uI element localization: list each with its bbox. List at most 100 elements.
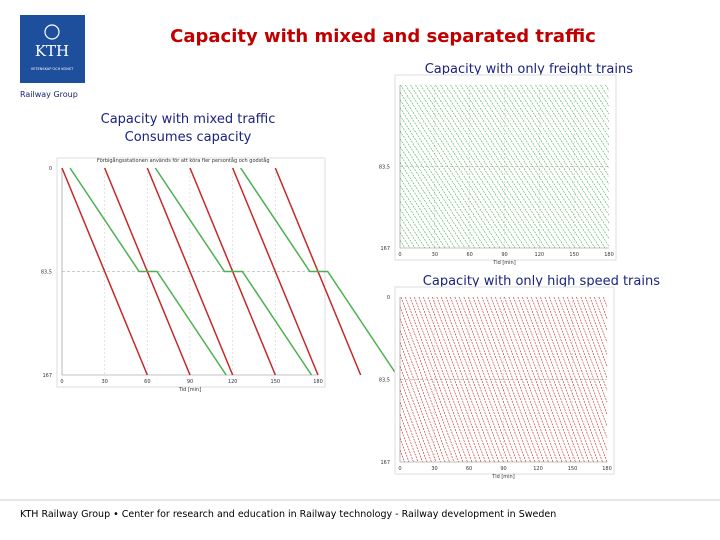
train-path bbox=[399, 91, 501, 249]
x-tick-label: 60 bbox=[466, 466, 472, 472]
train-path bbox=[598, 296, 608, 319]
x-tick-label: 150 bbox=[271, 379, 281, 385]
train-path bbox=[399, 130, 476, 249]
train-path bbox=[504, 296, 567, 463]
train-path bbox=[490, 296, 554, 463]
train-path bbox=[540, 84, 610, 193]
train-path bbox=[405, 84, 511, 249]
train-path bbox=[409, 296, 473, 463]
train-path bbox=[603, 296, 608, 307]
logo-text: KTH bbox=[35, 42, 69, 60]
train-path bbox=[465, 84, 571, 249]
train-path bbox=[445, 84, 551, 249]
train-path bbox=[436, 296, 500, 463]
x-tick-label: 0 bbox=[398, 466, 401, 472]
train-path bbox=[399, 177, 446, 249]
train-path bbox=[460, 84, 566, 249]
train-path bbox=[399, 224, 416, 249]
y-tick-label: 167 bbox=[42, 373, 52, 379]
y-tick-label: 83,5 bbox=[41, 270, 52, 276]
train-path bbox=[515, 84, 610, 232]
train-path bbox=[517, 296, 581, 463]
train-path bbox=[558, 296, 608, 427]
train-path bbox=[399, 169, 451, 249]
train-path bbox=[555, 84, 610, 169]
chart-title: Förbigångsstationen används för att köra… bbox=[97, 157, 270, 164]
train-path bbox=[415, 84, 521, 249]
logo-crown bbox=[44, 24, 60, 40]
train-path bbox=[418, 296, 482, 463]
train-path bbox=[399, 208, 426, 249]
train-path bbox=[477, 296, 540, 463]
x-tick-label: 120 bbox=[228, 379, 238, 385]
x-tick-label: 180 bbox=[604, 252, 614, 258]
train-path bbox=[420, 84, 526, 249]
train-path bbox=[450, 296, 513, 463]
train-path bbox=[470, 84, 576, 249]
train-path bbox=[399, 342, 446, 463]
train-path bbox=[495, 296, 558, 463]
train-path bbox=[399, 426, 414, 463]
train-path bbox=[410, 84, 516, 249]
train-path bbox=[530, 84, 610, 208]
train-path bbox=[575, 84, 610, 138]
x-tick-label: 120 bbox=[535, 252, 545, 258]
x-tick-label: 60 bbox=[144, 379, 150, 385]
train-path bbox=[231, 167, 319, 376]
train-path bbox=[486, 296, 549, 463]
train-path bbox=[481, 296, 545, 463]
train-path bbox=[440, 84, 546, 249]
train-path bbox=[154, 167, 313, 376]
train-path bbox=[513, 296, 576, 463]
train-path bbox=[400, 296, 464, 463]
train-path bbox=[427, 296, 491, 463]
train-path bbox=[550, 84, 610, 177]
train-path bbox=[399, 123, 481, 249]
x-tick-label: 30 bbox=[431, 466, 437, 472]
train-path bbox=[423, 296, 486, 463]
train-path bbox=[399, 402, 423, 463]
train-path bbox=[549, 296, 608, 451]
panel-caption: Consumes capacity bbox=[125, 130, 252, 145]
train-path bbox=[432, 296, 495, 463]
logo-motto: VETENSKAP OCH KONST bbox=[31, 67, 74, 71]
group-label: Railway Group bbox=[20, 90, 78, 99]
train-path bbox=[553, 296, 608, 439]
train-path bbox=[525, 84, 610, 216]
train-path bbox=[585, 84, 610, 122]
train-path bbox=[508, 296, 572, 463]
train-path bbox=[590, 84, 610, 115]
train-path bbox=[545, 84, 610, 185]
train-path bbox=[146, 167, 234, 376]
train-path bbox=[605, 84, 610, 91]
train-path bbox=[490, 84, 596, 249]
train-path bbox=[459, 296, 522, 463]
train-path bbox=[499, 296, 563, 463]
train-path bbox=[526, 296, 590, 463]
train-path bbox=[399, 154, 461, 249]
train-path bbox=[425, 84, 531, 249]
train-path bbox=[589, 296, 608, 343]
train-path bbox=[576, 296, 608, 379]
train-path bbox=[595, 84, 610, 107]
x-tick-label: 0 bbox=[60, 379, 63, 385]
train-path bbox=[399, 201, 431, 249]
train-path bbox=[399, 449, 405, 463]
y-tick-label: 83,5 bbox=[379, 165, 390, 171]
train-path bbox=[61, 167, 149, 376]
train-path bbox=[580, 296, 608, 367]
train-path bbox=[399, 232, 411, 249]
x-tick-label: 0 bbox=[398, 252, 401, 258]
slide-title: Capacity with mixed and separated traffi… bbox=[170, 26, 596, 47]
train-path bbox=[565, 84, 610, 154]
train-path bbox=[535, 84, 610, 200]
logo-box bbox=[20, 15, 85, 83]
train-path bbox=[472, 296, 536, 463]
train-path bbox=[522, 296, 585, 463]
train-path bbox=[399, 193, 436, 249]
train-path bbox=[505, 84, 610, 247]
train-path bbox=[399, 306, 459, 463]
train-path bbox=[480, 84, 586, 249]
x-tick-label: 180 bbox=[602, 466, 612, 472]
